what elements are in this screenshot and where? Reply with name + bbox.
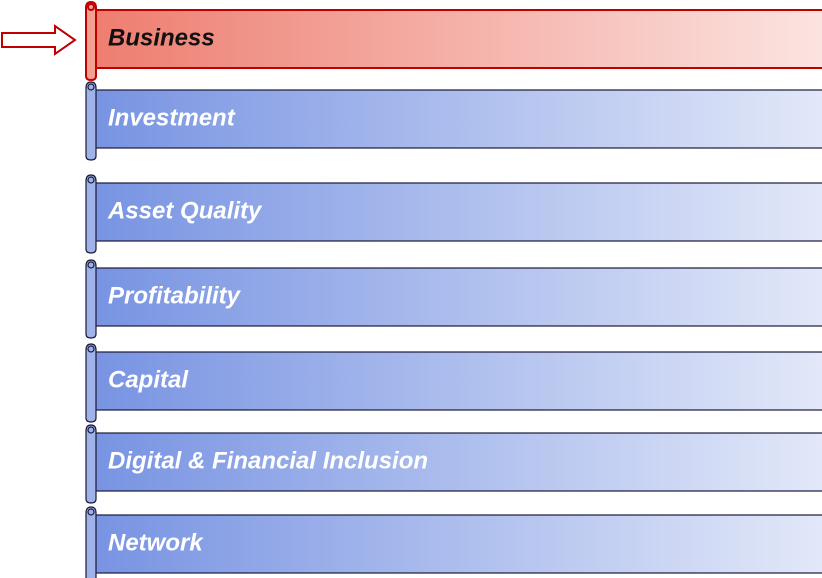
- banner-curl: [87, 176, 95, 184]
- banner: [91, 89, 822, 149]
- banner-curl: [87, 426, 95, 434]
- banner-roll: [85, 0, 97, 82]
- banner-label: Network: [108, 529, 204, 556]
- banner-curl: [87, 345, 95, 353]
- banner-label: Asset Quality: [107, 197, 263, 224]
- banner-curl: [87, 261, 95, 269]
- banner-label: Digital & Financial Inclusion: [108, 447, 428, 474]
- banner-roll: [85, 81, 97, 161]
- banner-roll: [85, 259, 97, 339]
- banner: [91, 351, 822, 411]
- banner-curl: [87, 3, 95, 11]
- banner-label: Business: [108, 24, 215, 51]
- banner-curl: [87, 83, 95, 91]
- banner-roll: [85, 343, 97, 423]
- banner-roll: [85, 506, 97, 578]
- banner-label: Capital: [108, 366, 189, 393]
- banner: [91, 514, 822, 574]
- pointer-arrow: [1, 24, 77, 56]
- banner-roll: [85, 174, 97, 254]
- banner-roll: [85, 424, 97, 504]
- banner: [91, 267, 822, 327]
- banner: [91, 432, 822, 492]
- banner-curl: [87, 508, 95, 516]
- banner-label: Profitability: [108, 282, 242, 309]
- banner-label: Investment: [108, 104, 236, 131]
